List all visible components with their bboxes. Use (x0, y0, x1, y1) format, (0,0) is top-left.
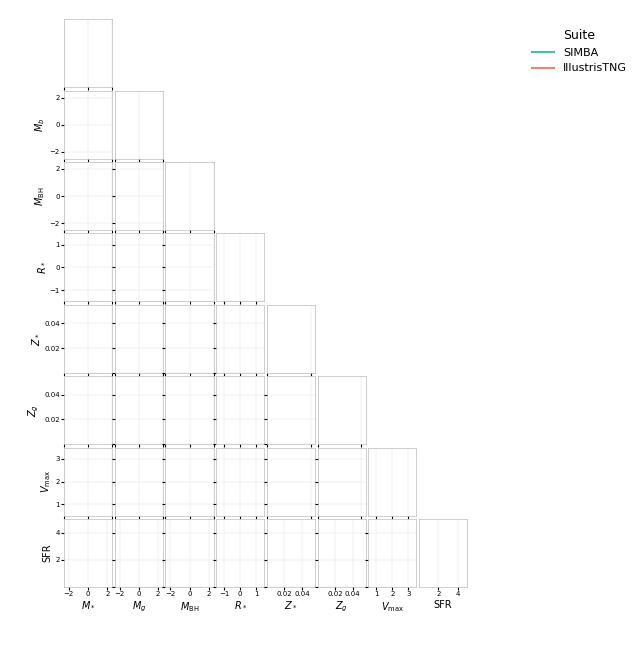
X-axis label: $Z_*$: $Z_*$ (284, 600, 298, 610)
Y-axis label: SFR: SFR (43, 544, 52, 562)
Legend: SIMBA, IllustrisTNG: SIMBA, IllustrisTNG (527, 25, 631, 78)
Y-axis label: $Z_*$: $Z_*$ (31, 332, 42, 346)
Y-axis label: $M_{\mathrm{BH}}$: $M_{\mathrm{BH}}$ (33, 186, 47, 206)
X-axis label: $R_*$: $R_*$ (234, 600, 247, 610)
X-axis label: $Z_g$: $Z_g$ (335, 600, 348, 614)
Y-axis label: $M_b$: $M_b$ (33, 117, 47, 132)
X-axis label: $V_{\mathrm{max}}$: $V_{\mathrm{max}}$ (381, 600, 404, 613)
X-axis label: $M_g$: $M_g$ (132, 600, 146, 614)
X-axis label: SFR: SFR (434, 600, 452, 610)
Y-axis label: $R_*$: $R_*$ (36, 261, 47, 274)
Y-axis label: $Z_g$: $Z_g$ (27, 404, 42, 417)
Y-axis label: $V_{\mathrm{max}}$: $V_{\mathrm{max}}$ (39, 470, 52, 493)
X-axis label: $M_{\mathrm{BH}}$: $M_{\mathrm{BH}}$ (180, 600, 199, 613)
X-axis label: $M_*$: $M_*$ (81, 600, 95, 610)
